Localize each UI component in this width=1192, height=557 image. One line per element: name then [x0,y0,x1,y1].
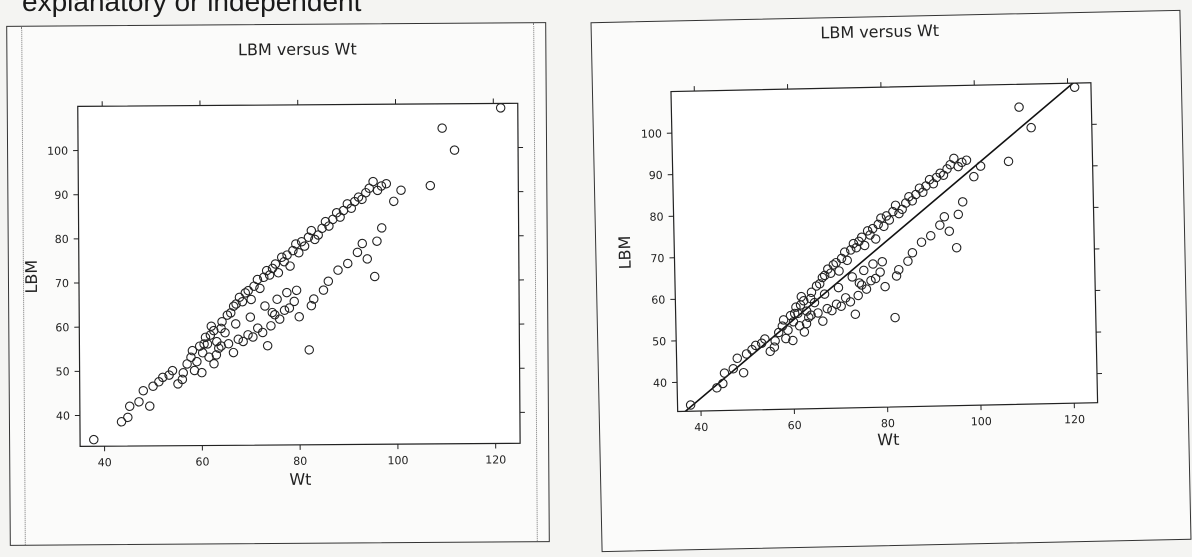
x-tick-label: 60 [195,455,209,468]
x-tick-label: 40 [98,456,112,469]
x-tick-label: 120 [485,453,506,466]
scatter-chart-right: LBM versus Wt 40 60 80 100 120 40 50 60 70 80 90 100… [592,11,1192,553]
y-tick-label: 50 [652,335,666,348]
y-tick-label: 80 [55,233,69,246]
y-axis-label: LBM [615,236,635,270]
y-tick-label: 70 [650,252,664,265]
x-axis-label: Wt [877,430,899,449]
x-tick-label: 100 [971,415,992,428]
x-tick-label: 40 [694,421,708,434]
chart-title: LBM versus Wt [820,21,939,42]
y-tick-label: 40 [653,377,667,390]
right-chart-panel: LBM versus Wt 40 60 80 100 120 40 50 60 70 80 90 100… [591,10,1192,552]
scatter-chart-left: LBM versus Wt 40 60 80 100 120 40 50 60 70 80 90 100… [7,23,551,547]
chart-title: LBM versus Wt [238,39,357,59]
left-chart-panel: LBM versus Wt 40 60 80 100 120 40 50 60 70 80 90 100… [6,22,550,546]
y-tick-label: 90 [54,189,68,202]
y-tick-label: 70 [55,277,69,290]
y-tick-label: 100 [641,127,662,140]
x-tick-label: 80 [881,417,895,430]
y-tick-label: 40 [56,410,70,423]
x-tick-label: 100 [387,454,408,467]
x-tick-label: 80 [293,455,307,468]
y-tick-label: 100 [47,145,68,158]
y-tick-label: 90 [649,169,663,182]
y-tick-label: 60 [55,321,69,334]
page-caption: explanatory or independent [22,0,361,18]
x-axis-label: Wt [289,470,311,489]
x-tick-label: 120 [1064,413,1085,426]
y-tick-label: 60 [651,294,665,307]
x-tick-label: 60 [788,419,802,432]
y-axis-label: LBM [22,260,41,294]
y-tick-label: 80 [649,210,663,223]
y-tick-label: 50 [56,365,70,378]
